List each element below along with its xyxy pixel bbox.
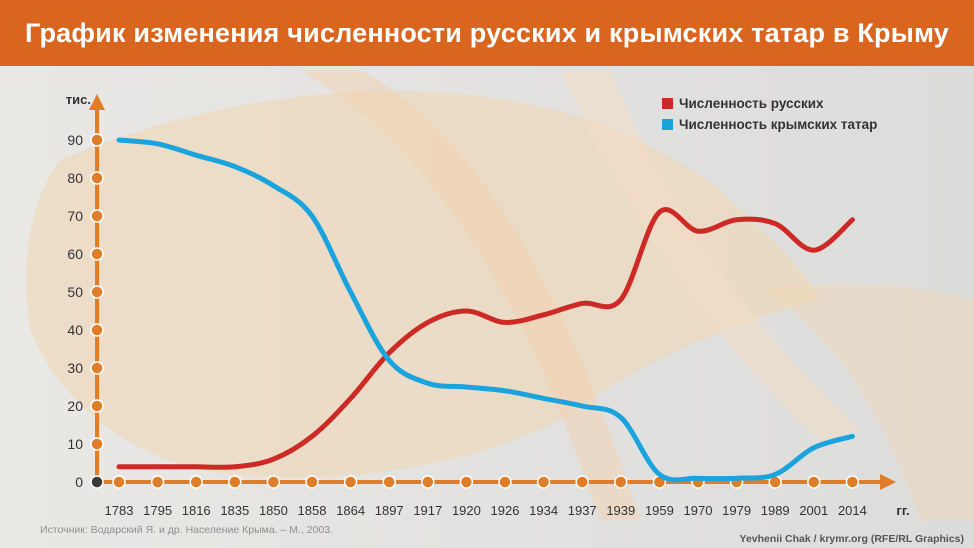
x-tick-marker (382, 475, 396, 489)
x-tick-label: 2001 (799, 503, 828, 518)
y-tick-marker (90, 209, 104, 223)
x-axis-arrow (880, 474, 896, 490)
x-tick-marker (266, 475, 281, 489)
x-tick-marker (343, 475, 358, 489)
y-tick-marker (90, 133, 104, 147)
x-tick-label: 1959 (645, 503, 674, 518)
x-axis-label: гг. (896, 503, 909, 518)
y-tick-marker (90, 247, 104, 261)
x-tick-marker (575, 475, 589, 489)
legend-label-tatars: Численность крымских татар (679, 117, 878, 132)
legend-item-russians: Численность русских (662, 96, 877, 111)
legend-label-russians: Численность русских (679, 96, 824, 111)
y-tick-label: 50 (67, 284, 83, 300)
y-tick-marker (90, 323, 104, 337)
x-tick-marker (305, 475, 319, 489)
x-tick-marker (498, 475, 512, 489)
graphics-credit: Yevhenii Chak / krymr.org (RFE/RL Graphi… (739, 533, 964, 545)
x-tick-label: 1850 (259, 503, 288, 518)
legend-swatch-tatars (662, 119, 673, 130)
x-tick-label: 1864 (336, 503, 365, 518)
x-tick-marker (459, 475, 474, 489)
chart-legend: Численность русских Численность крымских… (662, 96, 877, 138)
y-tick-marker (90, 399, 104, 413)
y-tick-label: 20 (67, 398, 83, 414)
x-tick-label: 1926 (491, 503, 520, 518)
x-tick-label: 2014 (838, 503, 867, 518)
y-tick-label: 70 (67, 208, 83, 224)
x-tick-marker (189, 475, 203, 489)
series-line-tatars (116, 137, 855, 483)
x-tick-marker (150, 475, 165, 489)
y-tick-label: 60 (67, 246, 83, 262)
y-tick-label: 90 (67, 132, 83, 148)
legend-swatch-russians (662, 98, 673, 109)
x-tick-label: 1979 (722, 503, 751, 518)
y-tick-label: 10 (67, 436, 83, 452)
y-axis-label: тис. (66, 92, 91, 107)
x-tick-label: 1795 (143, 503, 172, 518)
x-tick-label: 1989 (761, 503, 790, 518)
x-tick-label: 1783 (105, 503, 134, 518)
x-tick-marker (421, 475, 435, 489)
y-tick-label: 0 (75, 474, 83, 490)
y-tick-marker (90, 361, 104, 375)
y-tick-marker (90, 437, 104, 451)
x-tick-marker (807, 475, 821, 489)
x-tick-marker (845, 475, 860, 489)
legend-item-tatars: Численность крымских татар (662, 117, 877, 132)
y-tick-label: 30 (67, 360, 83, 376)
chart-title: График изменения численности русских и к… (24, 17, 950, 48)
x-tick-marker (228, 475, 242, 489)
x-tick-label: 1897 (375, 503, 404, 518)
x-tick-label: 1939 (606, 503, 635, 518)
y-tick-label: 40 (67, 322, 83, 338)
title-bar: График изменения численности русских и к… (0, 0, 974, 66)
x-tick-label: 1934 (529, 503, 558, 518)
x-tick-marker (614, 475, 628, 489)
x-tick-label: 1920 (452, 503, 481, 518)
y-tick-marker (90, 171, 104, 185)
y-axis-arrow (89, 94, 105, 110)
x-tick-marker (112, 475, 126, 489)
series-line-russians (116, 207, 855, 470)
x-tick-label: 1835 (220, 503, 249, 518)
x-tick-label: 1970 (684, 503, 713, 518)
x-tick-label: 1858 (298, 503, 327, 518)
x-tick-label: 1816 (182, 503, 211, 518)
source-note: Источник: Водарский Я. и др. Население К… (40, 524, 334, 536)
x-tick-label: 1917 (413, 503, 442, 518)
y-tick-label: 80 (67, 170, 83, 186)
x-tick-label: 1937 (568, 503, 597, 518)
x-tick-marker (536, 475, 551, 489)
y-tick-marker (90, 285, 104, 299)
origin-marker (90, 475, 104, 489)
